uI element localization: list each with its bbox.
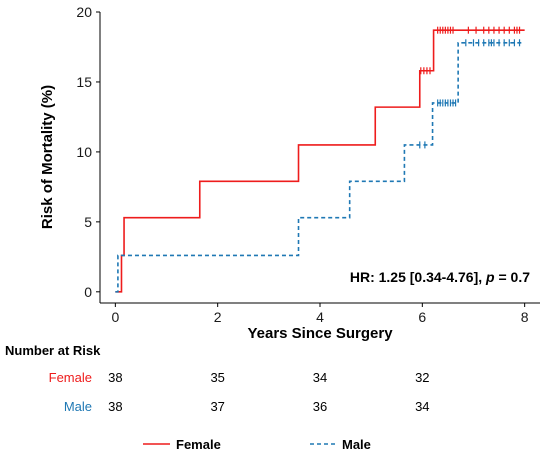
y-tick-label: 5 [84,214,92,230]
legend: Female Male [143,437,371,452]
series-line-male [115,41,523,293]
y-tick-label: 15 [76,74,92,90]
x-tick-label: 8 [521,309,529,325]
legend-item-female: Female [143,437,221,452]
legend-item-male: Male [310,437,371,452]
x-ticks: 0 2 4 6 8 [111,303,529,325]
hr-annotation: HR: 1.25 [0.34-4.76], p = 0.7 [350,269,530,285]
y-tick-label: 10 [76,144,92,160]
risk-cell: 36 [313,399,327,414]
risk-cell: 34 [415,399,429,414]
risk-row-label-male: Male [64,399,92,414]
series-line-female [115,29,525,293]
legend-label-male: Male [342,437,371,452]
y-axis-label: Risk of Mortality (%) [39,85,56,229]
risk-cell: 37 [210,399,224,414]
x-tick-label: 6 [418,309,426,325]
risk-row-label-female: Female [49,370,92,385]
y-ticks: 0 5 10 15 20 [76,4,100,300]
x-tick-label: 4 [316,309,324,325]
hr-annotation-suffix: = 0.7 [495,269,531,285]
hr-annotation-prefix: HR: 1.25 [0.34-4.76], [350,269,486,285]
risk-table-title: Number at Risk [5,343,101,358]
risk-table: Female 38 35 34 32 Male 38 37 36 34 [49,370,430,414]
y-tick-label: 0 [84,284,92,300]
risk-cell: 34 [313,370,327,385]
legend-label-female: Female [176,437,221,452]
x-tick-label: 0 [111,309,119,325]
hr-annotation-p: p [485,269,495,285]
risk-cell: 32 [415,370,429,385]
risk-cell: 38 [108,399,122,414]
series-layer [115,26,525,293]
x-axis-label: Years Since Surgery [247,325,393,342]
risk-cell: 38 [108,370,122,385]
risk-cell: 35 [210,370,224,385]
y-tick-label: 20 [76,4,92,20]
x-tick-label: 2 [214,309,222,325]
